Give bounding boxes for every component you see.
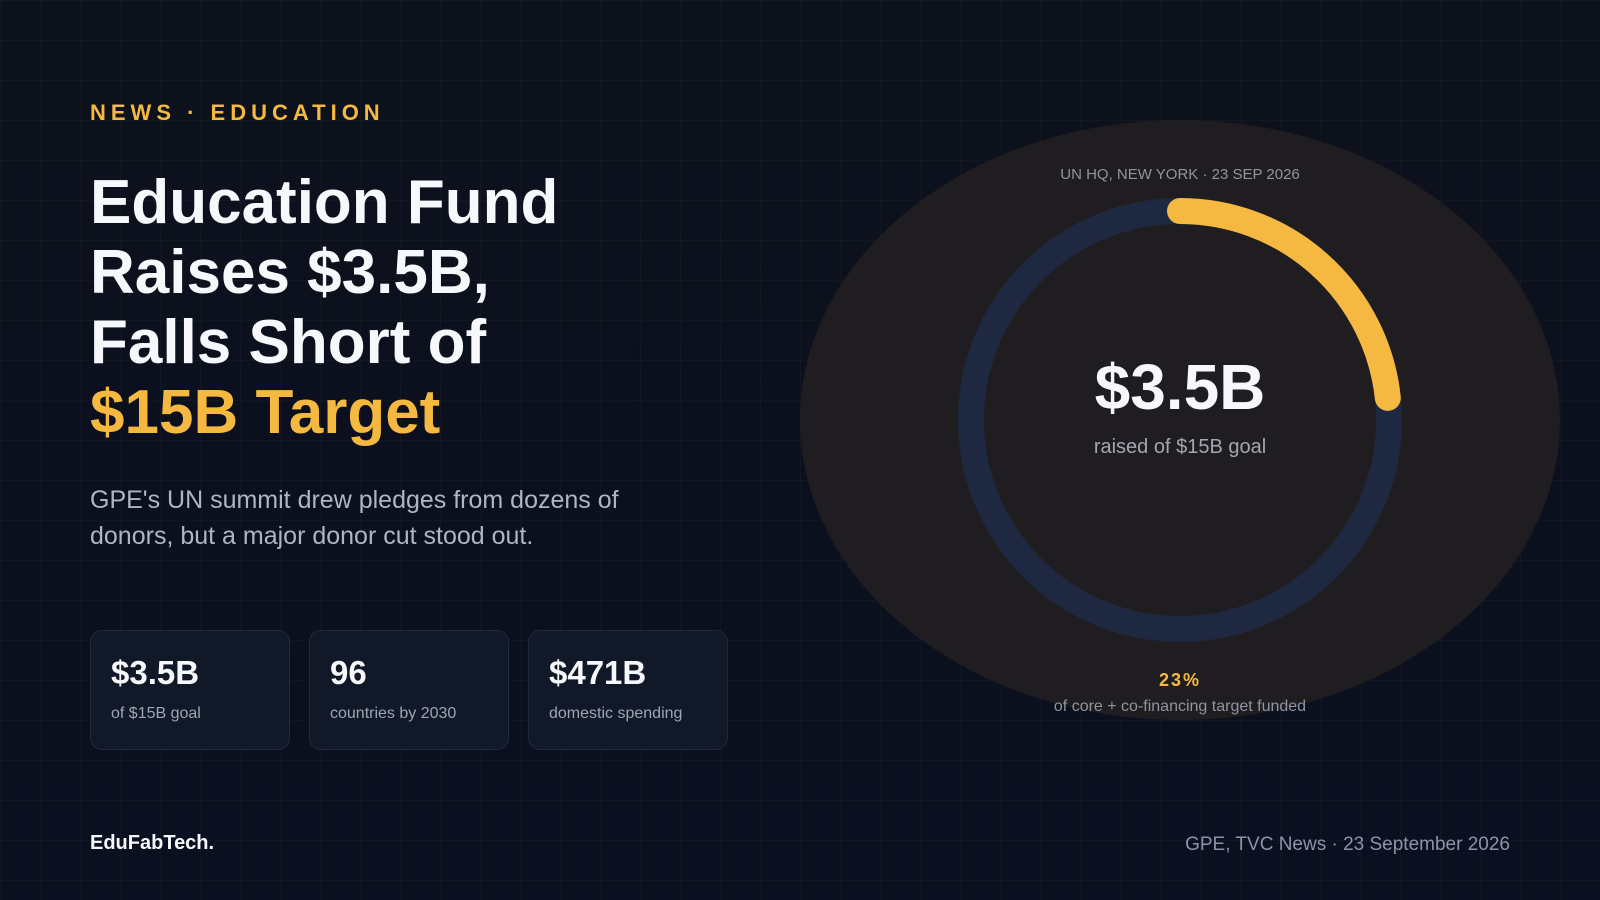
headline-accent: $15B Target: [90, 378, 441, 447]
stat-value: $3.5B: [111, 654, 200, 691]
stat-card-countries: 96 countries by 2030: [309, 630, 509, 750]
stat-label: countries by 2030: [330, 705, 457, 722]
percent-funded: 23%: [1158, 670, 1202, 690]
stat-card-raised: $3.5B of $15B goal: [90, 630, 290, 750]
progress-ring-fill: [958, 198, 1402, 642]
gauge-value: $3.5B: [1094, 351, 1266, 423]
dek-summary: GPE's UN summit drew pledges from dozens…: [90, 486, 619, 550]
headline-line-3: Falls Short of: [90, 308, 487, 377]
stat-value: 96: [330, 654, 367, 691]
headline-line-2: Raises $3.5B,: [90, 238, 490, 307]
brand-logo: EduFabTech.: [90, 832, 215, 854]
progress-ring: [958, 198, 1402, 642]
section-kicker: NEWS · EDUCATION: [90, 100, 385, 125]
stats-row: $3.5B of $15B goal 96 countries by 2030 …: [90, 630, 728, 750]
headline-line-1: Education Fund: [90, 168, 559, 237]
stat-card-domestic: $471B domestic spending: [528, 630, 728, 750]
percent-funded-label: of core + co-financing target funded: [1053, 698, 1307, 715]
source-credit: GPE, TVC News · 23 September 2026: [1185, 834, 1510, 855]
headline: Education Fund Raises $3.5B, Falls Short…: [90, 168, 730, 448]
gauge-location: UN HQ, NEW YORK · 23 SEP 2026: [1060, 166, 1300, 183]
stat-label: domestic spending: [549, 705, 683, 722]
gauge-label: raised of $15B goal: [1093, 436, 1267, 458]
stat-label: of $15B goal: [111, 705, 201, 722]
stat-value: $471B: [549, 654, 647, 691]
